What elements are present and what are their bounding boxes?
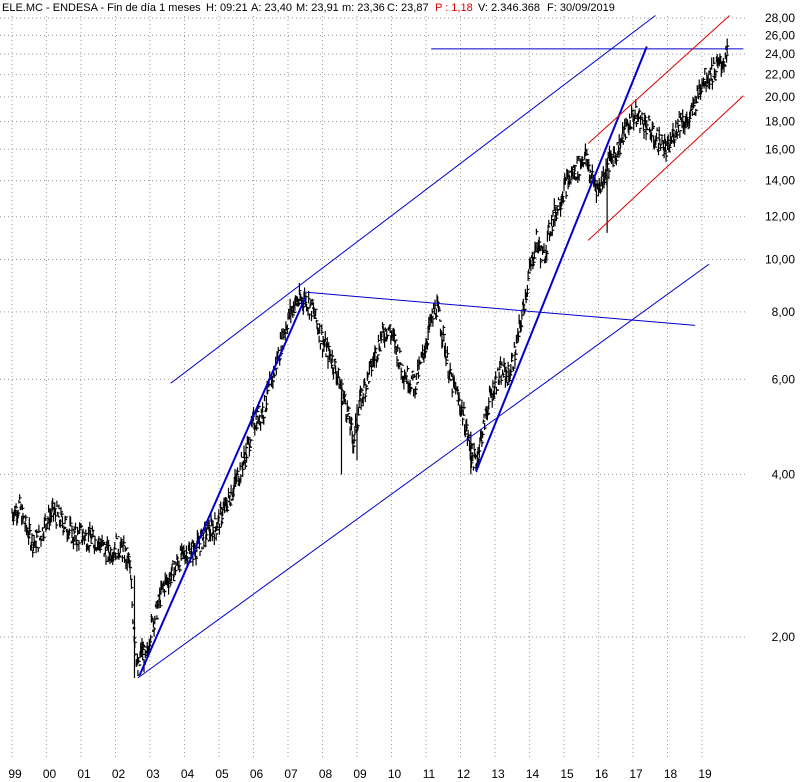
x-tick-label: 08	[319, 767, 333, 781]
y-tick-label: 2,00	[772, 630, 796, 644]
trendline-2[interactable]	[138, 297, 307, 676]
low-value: m: 23,36	[342, 2, 385, 14]
y-tick-label: 18,00	[765, 115, 795, 129]
volume-value: V: 2.346.368	[478, 2, 540, 14]
x-tick-label: 03	[146, 767, 160, 781]
y-tick-label: 6,00	[772, 372, 796, 386]
hour-value: H: 09:21	[206, 2, 248, 14]
x-tick-label: 19	[698, 767, 712, 781]
open-value: A: 23,40	[251, 2, 292, 14]
x-tick-label: 99	[8, 767, 22, 781]
x-tick-label: 05	[215, 767, 229, 781]
horizontal-gridlines	[0, 17, 748, 638]
trendline-4[interactable]	[305, 291, 696, 326]
date-value: F: 30/09/2019	[547, 2, 615, 14]
y-tick-label: 22,00	[765, 68, 795, 82]
y-tick-label: 26,00	[765, 28, 795, 42]
x-tick-label: 12	[457, 767, 471, 781]
x-tick-label: 02	[112, 767, 126, 781]
y-tick-label: 14,00	[765, 174, 795, 188]
price-series	[11, 38, 730, 678]
x-tick-label: 16	[595, 767, 609, 781]
y-tick-label: 8,00	[772, 305, 796, 319]
y-axis-tick-labels: 2,00 4,00 6,00 8,00 10,00 12,00 14,00 16,00 18,0…	[765, 11, 795, 644]
x-tick-label: 10	[388, 767, 402, 781]
x-tick-label: 18	[664, 767, 678, 781]
chart-header: ELE.MC - ENDESA - Fin de día 1 meses H: …	[0, 0, 810, 16]
price-bars	[11, 38, 730, 677]
x-tick-label: 06	[250, 767, 264, 781]
vertical-gridlines	[11, 16, 703, 760]
x-axis-tick-labels: 99 00 01 02 03 04 05 06 07 08 09 10 11 12 13 14 15 16 17 18…	[8, 767, 712, 781]
trendline-0[interactable]	[137, 263, 710, 679]
x-tick-label: 15	[560, 767, 574, 781]
change-value: P : 1,18	[435, 2, 473, 14]
x-tick-label: 00	[43, 767, 57, 781]
trendline-7[interactable]	[587, 95, 744, 241]
trendline-3[interactable]	[475, 46, 648, 472]
y-tick-label: 12,00	[765, 210, 795, 224]
x-tick-label: 04	[181, 767, 195, 781]
x-tick-label: 01	[77, 767, 91, 781]
close-value: C: 23,87	[387, 2, 429, 14]
x-tick-label: 14	[526, 767, 540, 781]
trendline-group[interactable]	[137, 15, 744, 679]
y-tick-label: 20,00	[765, 90, 795, 104]
y-tick-label: 10,00	[765, 253, 795, 267]
y-tick-label: 24,00	[765, 47, 795, 61]
x-tick-label: 11	[423, 767, 436, 781]
x-tick-label: 13	[491, 767, 505, 781]
high-value: M: 23,91	[296, 2, 339, 14]
trendline-1[interactable]	[170, 15, 656, 384]
symbol-label: ELE.MC - ENDESA - Fin de día 1 meses	[2, 2, 201, 14]
x-tick-label: 17	[629, 767, 643, 781]
y-tick-label: 28,00	[765, 11, 795, 25]
y-tick-label: 4,00	[772, 467, 796, 481]
x-tick-label: 09	[353, 767, 367, 781]
y-tick-label: 16,00	[765, 142, 795, 156]
x-tick-label: 07	[284, 767, 298, 781]
trendline-6[interactable]	[587, 15, 730, 144]
